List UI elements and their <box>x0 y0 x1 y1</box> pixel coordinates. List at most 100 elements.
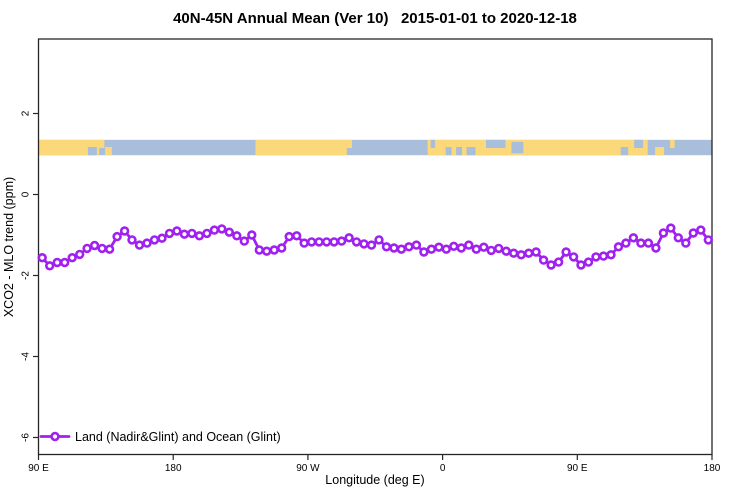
data-point <box>262 246 272 256</box>
data-point <box>359 239 369 249</box>
y-tick-label: -2 <box>21 271 32 280</box>
data-point <box>643 238 654 248</box>
data-point <box>681 238 691 248</box>
caspian-sea <box>511 141 524 154</box>
legend-marker-icon <box>50 431 60 442</box>
data-point <box>366 240 377 250</box>
sea-of-japan <box>634 139 644 149</box>
kuril-coast <box>670 139 675 149</box>
japan-coast <box>99 139 105 149</box>
y-tick-label: -6 <box>21 433 32 442</box>
data-point <box>449 241 459 252</box>
data-point <box>516 250 526 260</box>
black-sea <box>486 139 506 149</box>
hokkaido <box>105 147 112 156</box>
data-point <box>636 238 646 248</box>
data-point <box>284 231 294 242</box>
y-tick-label: 0 <box>21 191 32 197</box>
data-point <box>321 237 332 247</box>
data-point <box>44 261 55 271</box>
data-point <box>509 248 519 258</box>
data-point <box>426 244 437 254</box>
japan <box>655 147 665 156</box>
data-point <box>434 242 444 252</box>
data-point <box>456 243 466 253</box>
y-tick-label: 2 <box>21 110 32 116</box>
data-point <box>531 247 541 257</box>
na-east-coast <box>346 139 353 149</box>
data-point <box>112 231 122 242</box>
data-point <box>613 242 624 252</box>
data-point <box>74 249 85 260</box>
data-point <box>419 247 429 257</box>
x-tick-label: 90 E <box>28 463 49 474</box>
data-point <box>172 226 182 236</box>
axes: 90 E 180 90 W 0 90 E 180 2 0 -2 -4 -6 <box>21 110 721 474</box>
data-point <box>381 242 392 252</box>
data-point <box>546 260 556 270</box>
data-point <box>277 243 287 253</box>
data-point <box>606 250 616 260</box>
data-point <box>89 240 100 251</box>
data-point <box>479 242 489 252</box>
data-point <box>254 245 264 255</box>
data-point <box>127 235 137 245</box>
data-series-layer <box>37 223 713 271</box>
data-point <box>217 224 227 234</box>
data-point <box>501 246 511 256</box>
data-point <box>67 253 77 263</box>
x-tick-label: 90 E <box>567 463 588 474</box>
bohai-sea <box>87 147 97 156</box>
data-point <box>157 233 167 243</box>
data-point <box>553 257 564 267</box>
chart-title: 40N-45N Annual Mean (Ver 10) 2015-01-01 … <box>173 10 577 27</box>
data-point <box>194 231 205 241</box>
data-point <box>494 243 504 254</box>
data-point <box>486 245 496 256</box>
data-point <box>464 240 474 250</box>
data-point <box>591 252 601 262</box>
adriatic-sea <box>466 147 476 156</box>
data-point <box>374 235 384 245</box>
land-segment <box>427 139 648 156</box>
data-point <box>314 237 324 247</box>
data-point <box>224 227 235 237</box>
data-point <box>299 238 309 248</box>
data-point <box>142 238 152 248</box>
data-point <box>232 231 242 241</box>
data-point <box>471 244 481 254</box>
data-point <box>269 245 279 255</box>
data-point <box>82 243 92 254</box>
data-point <box>666 223 676 233</box>
x-axis-title: Longitude (deg E) <box>325 473 424 487</box>
data-point <box>97 243 107 254</box>
data-point <box>149 235 160 245</box>
data-point <box>344 233 354 243</box>
data-point <box>247 230 257 240</box>
data-point <box>703 235 713 245</box>
x-tick-label: 180 <box>165 463 182 474</box>
legend: Land (Nadir&Glint) and Ocean (Glint) <box>39 430 281 444</box>
data-point <box>164 228 175 239</box>
data-point <box>561 247 571 257</box>
data-point <box>119 226 130 236</box>
y-tick-label: -4 <box>21 352 32 361</box>
x-tick-label: 180 <box>704 463 721 474</box>
data-point <box>202 228 212 239</box>
bohai-sea-2 <box>620 147 629 156</box>
data-point <box>621 238 631 248</box>
tyrrhenian-sea <box>456 147 463 156</box>
data-point <box>239 236 250 246</box>
data-point <box>404 242 414 252</box>
land-segment <box>255 139 347 156</box>
data-point <box>598 251 609 261</box>
data-point <box>187 228 197 239</box>
legend-label: Land (Nadir&Glint) and Ocean (Glint) <box>75 430 281 444</box>
data-point <box>104 244 115 254</box>
data-point <box>523 248 534 258</box>
data-point <box>658 228 669 238</box>
bay-of-biscay <box>430 139 436 149</box>
land-ocean-map-band <box>38 139 712 156</box>
